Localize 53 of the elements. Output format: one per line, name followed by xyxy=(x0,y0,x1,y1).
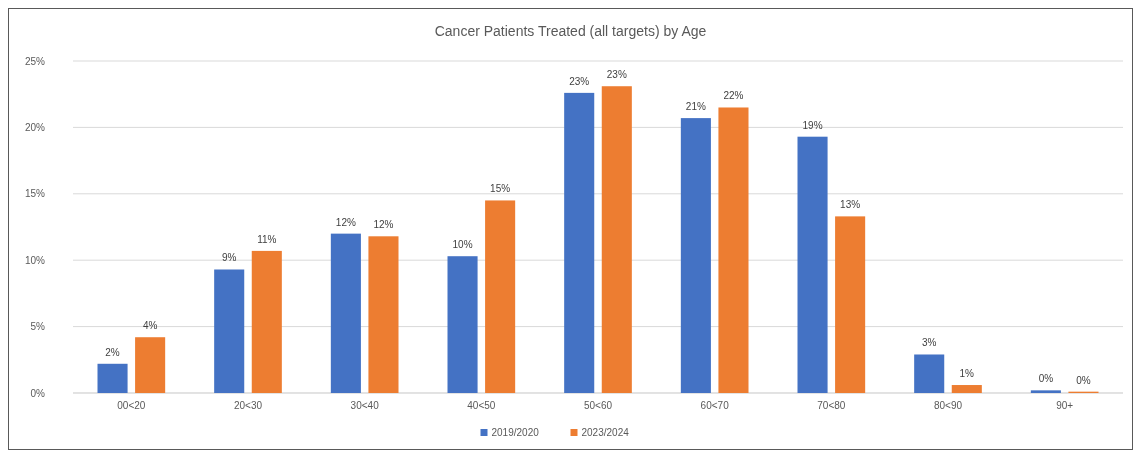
bar xyxy=(718,107,749,393)
data-label: 15% xyxy=(490,183,511,195)
bar xyxy=(564,92,595,393)
data-label: 1% xyxy=(959,368,975,380)
data-label: 23% xyxy=(606,69,627,81)
bar xyxy=(951,385,982,393)
y-tick-label: 25% xyxy=(24,55,46,67)
bar xyxy=(330,233,361,393)
x-tick-label: 40<50 xyxy=(467,400,496,411)
data-label: 21% xyxy=(685,101,706,113)
bar xyxy=(97,363,128,393)
data-label: 13% xyxy=(840,199,861,211)
bar xyxy=(447,256,478,393)
data-label: 19% xyxy=(802,119,823,131)
data-label: 12% xyxy=(373,219,394,231)
data-label: 12% xyxy=(335,216,356,228)
bar xyxy=(797,136,828,393)
data-label: 3% xyxy=(921,337,937,349)
x-tick-label: 60<70 xyxy=(700,400,730,411)
y-tick-label: 5% xyxy=(30,321,46,333)
data-label: 0% xyxy=(1038,373,1054,385)
x-tick-label: 70<80 xyxy=(817,400,846,411)
data-label: 4% xyxy=(142,320,158,332)
x-tick-label: 80<90 xyxy=(933,400,963,411)
bar xyxy=(680,118,711,393)
data-label: 2% xyxy=(105,346,120,358)
x-tick-label: 00<20 xyxy=(117,400,146,411)
x-tick-label: 50<60 xyxy=(583,400,613,411)
data-label: 9% xyxy=(221,252,237,264)
y-tick-label: 15% xyxy=(24,188,46,200)
x-tick-label: 30<40 xyxy=(350,400,380,411)
bar xyxy=(251,250,282,393)
data-label: 10% xyxy=(452,239,473,251)
data-label: 22% xyxy=(723,90,744,102)
x-tick-label: 20<30 xyxy=(233,400,263,411)
x-tick-label: 90+ xyxy=(1056,400,1074,411)
bar xyxy=(835,216,866,393)
legend-label: 2019/2020 xyxy=(491,427,540,438)
y-tick-label: 20% xyxy=(24,121,46,133)
bar xyxy=(914,354,945,393)
bar xyxy=(368,236,399,393)
data-label: 0% xyxy=(1076,374,1091,386)
y-tick-label: 10% xyxy=(24,254,46,266)
chart-title: Cancer Patients Treated (all targets) by Age xyxy=(434,23,707,39)
data-label: 11% xyxy=(257,233,277,245)
bar xyxy=(601,86,632,393)
bar xyxy=(135,337,166,393)
bar xyxy=(214,269,245,393)
bar xyxy=(485,200,516,393)
y-tick-label: 0% xyxy=(30,387,46,399)
bar xyxy=(1030,390,1061,393)
legend-label: 2023/2024 xyxy=(581,427,630,438)
data-label: 23% xyxy=(569,75,590,87)
